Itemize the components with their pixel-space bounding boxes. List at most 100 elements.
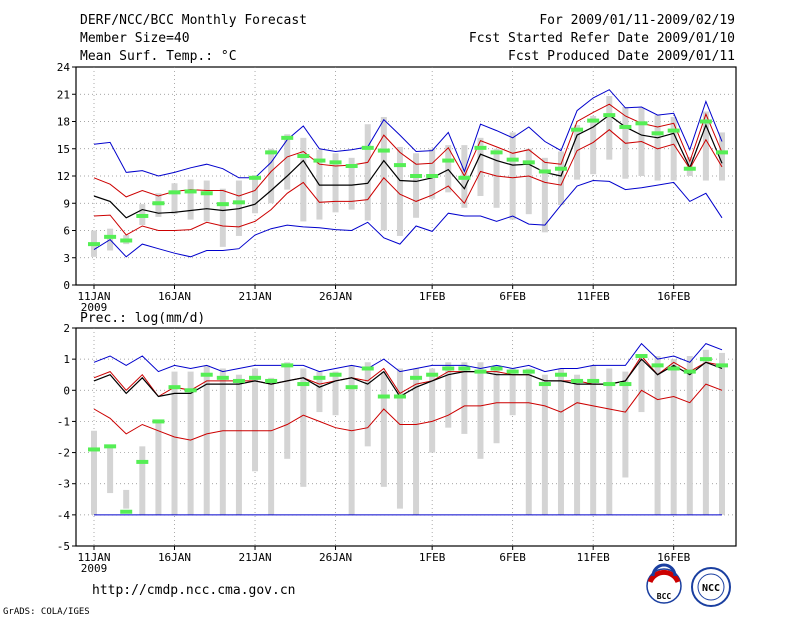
x-tick-label: 6FEB xyxy=(499,551,526,564)
spread-box xyxy=(493,365,500,444)
obs-marker xyxy=(442,366,455,371)
y-tick-label: 0 xyxy=(63,384,70,397)
obs-marker xyxy=(554,372,567,377)
obs-marker xyxy=(410,375,423,380)
spread-box xyxy=(348,365,355,515)
obs-marker xyxy=(490,150,503,155)
produced-date: Fcst Produced Date 2009/01/11 xyxy=(508,49,735,64)
obs-marker xyxy=(361,145,374,150)
spread-box xyxy=(445,145,452,193)
member-size: Member Size=40 xyxy=(80,31,190,46)
spread-box xyxy=(654,356,661,515)
variable-label: Mean Surf. Temp.: °C xyxy=(80,49,237,64)
obs-marker xyxy=(393,394,406,399)
y-tick-label: -3 xyxy=(57,478,70,491)
obs-marker xyxy=(603,113,616,118)
spread-box xyxy=(606,96,613,160)
spread-box xyxy=(541,157,548,233)
spread-box xyxy=(348,157,355,210)
obs-marker xyxy=(329,372,342,377)
spread-box xyxy=(541,374,548,515)
obs-marker xyxy=(232,378,245,383)
grads-credit: GrADS: COLA/IGES xyxy=(3,607,90,617)
spread-box xyxy=(203,180,210,222)
obs-marker xyxy=(458,366,471,371)
series-line-mean xyxy=(93,358,723,398)
x-tick-label: 26JAN xyxy=(319,551,352,564)
spread-box xyxy=(252,368,259,472)
y-tick-label: 1 xyxy=(63,353,70,366)
obs-marker xyxy=(216,375,229,380)
obs-marker xyxy=(265,378,278,383)
obs-marker xyxy=(216,202,229,207)
obs-marker xyxy=(635,121,648,126)
obs-marker xyxy=(619,124,632,129)
x-tick-sublabel: 2009 xyxy=(81,562,108,575)
obs-marker xyxy=(651,131,664,136)
spread-box xyxy=(268,377,275,515)
spread-box xyxy=(235,374,242,515)
spread-box xyxy=(509,368,516,416)
spread-box xyxy=(300,368,307,487)
spread-box xyxy=(429,148,436,199)
obs-marker xyxy=(184,189,197,194)
spread-box xyxy=(171,371,178,515)
ncc-logo-text: NCC xyxy=(702,583,720,594)
obs-marker xyxy=(361,366,374,371)
spread-box xyxy=(380,116,387,231)
obs-marker xyxy=(442,158,455,163)
plot-frame xyxy=(75,66,737,286)
obs-marker xyxy=(554,166,567,171)
spread-box xyxy=(396,368,403,509)
spread-box xyxy=(139,446,146,515)
obs-marker xyxy=(716,363,728,368)
obs-marker xyxy=(120,509,133,514)
spread-box xyxy=(219,368,226,515)
obs-marker xyxy=(587,118,600,123)
obs-marker xyxy=(538,169,551,174)
series-line-lower xyxy=(93,383,723,441)
obs-marker xyxy=(281,363,294,368)
obs-marker xyxy=(168,385,181,390)
spread-box xyxy=(107,446,114,494)
spread-box xyxy=(574,374,581,515)
obs-marker xyxy=(88,447,100,452)
obs-marker xyxy=(297,382,310,387)
spread-box xyxy=(300,137,307,222)
series-line-upper xyxy=(93,103,723,198)
spread-box xyxy=(557,368,564,515)
spread-box xyxy=(380,371,387,487)
obs-marker xyxy=(313,158,326,163)
obs-marker xyxy=(377,148,390,153)
spread-box xyxy=(702,349,709,515)
obs-marker xyxy=(571,127,584,132)
obs-marker xyxy=(297,154,310,159)
x-tick-label: 11JAN xyxy=(77,551,110,564)
obs-marker xyxy=(136,459,149,464)
obs-marker xyxy=(699,119,712,124)
x-tick-label: 16JAN xyxy=(158,551,191,564)
obs-marker xyxy=(329,160,342,165)
x-tick-label: 1FEB xyxy=(419,551,446,564)
obs-marker xyxy=(458,175,471,180)
spread-box xyxy=(461,362,468,434)
spread-box xyxy=(622,371,629,478)
y-tick-label: -5 xyxy=(57,540,70,553)
spread-box xyxy=(316,371,323,413)
y-tick-label: 0 xyxy=(63,279,70,292)
forecast-period: For 2009/01/11-2009/02/19 xyxy=(539,13,735,28)
spread-box xyxy=(284,362,291,459)
y-tick-label: 24 xyxy=(57,61,71,74)
spread-box xyxy=(477,137,484,196)
y-tick-label: -4 xyxy=(57,509,71,522)
spread-box xyxy=(155,421,162,515)
x-tick-label: 16FEB xyxy=(657,290,690,303)
bcc-logo: BCC xyxy=(646,563,682,604)
spread-box xyxy=(219,188,226,247)
spread-box xyxy=(509,132,516,220)
y-tick-label: 12 xyxy=(57,170,70,183)
x-tick-label: 21JAN xyxy=(238,290,271,303)
spread-box xyxy=(203,365,210,515)
